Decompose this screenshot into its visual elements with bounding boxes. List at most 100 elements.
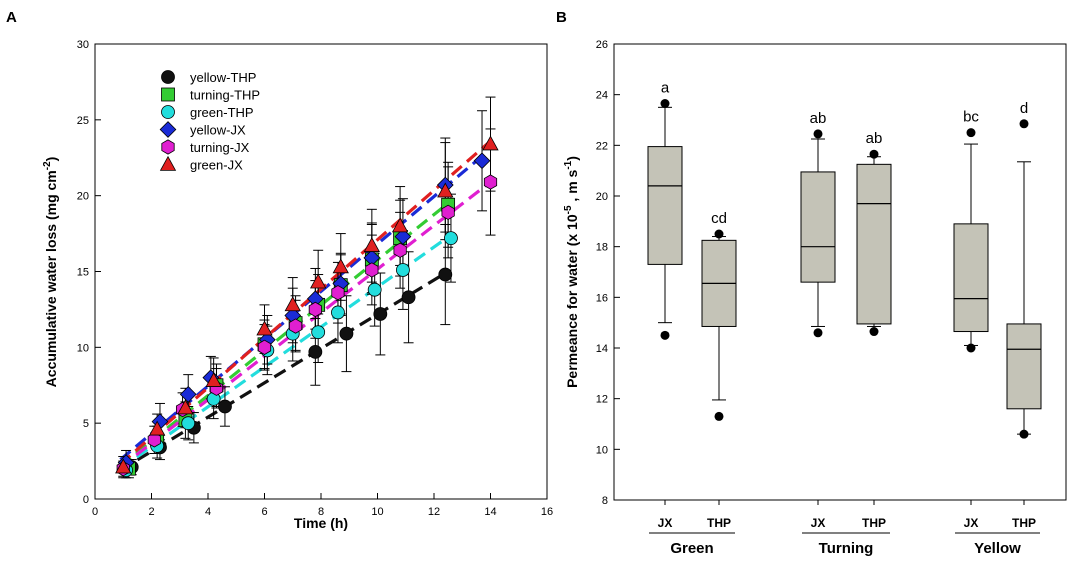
y-tick-label: 26 xyxy=(596,39,608,51)
point-yellow-THP xyxy=(218,399,232,414)
point-turning-JX xyxy=(288,318,303,334)
panel-a-ticks: 0 2 4 6 8 10 12 14 16 0 5 10 15 20 25 30 xyxy=(77,39,553,518)
legend-label-yellow-THP: yellow-THP xyxy=(190,70,256,85)
y-tick-label: 8 xyxy=(602,495,608,507)
point-turning-JX xyxy=(308,301,322,318)
box-Green-JX xyxy=(647,146,683,265)
outlier-point xyxy=(660,330,670,340)
point-green-JX xyxy=(284,296,301,312)
box-Turning-JX xyxy=(800,171,836,283)
outlier-point xyxy=(660,99,670,109)
panel-a-x-axis-label: Time (h) xyxy=(294,515,348,531)
point-green-JX xyxy=(205,372,222,387)
panel-b-chart: 8 10 12 14 16 18 20 22 24 26 a cd ab ab bc d JX THP JX TH… xyxy=(563,39,1067,557)
fit-line-turning-JX xyxy=(119,180,492,469)
legend-marker-turning-JX xyxy=(161,139,175,155)
category-label: JX xyxy=(658,516,673,530)
panel-b-category-labels: JX THP JX THP JX THP Green Turning Yellow xyxy=(649,500,1040,557)
significance-letter: d xyxy=(1020,100,1028,117)
significance-letter: ab xyxy=(810,110,827,127)
y-tick-label: 18 xyxy=(596,242,608,254)
panel-a-points xyxy=(115,96,499,479)
y-tick-label: 25 xyxy=(77,115,89,127)
point-yellow-THP xyxy=(438,267,453,282)
fit-line-green-THP xyxy=(119,233,452,470)
outlier-point xyxy=(813,328,823,338)
x-tick-label: 10 xyxy=(371,506,383,518)
legend-marker-yellow-THP xyxy=(161,70,175,84)
panel-b-frame xyxy=(613,43,1067,501)
significance-letter: a xyxy=(661,80,670,97)
outlier-point xyxy=(869,327,879,337)
outlier-point xyxy=(869,149,879,159)
x-tick-label: 0 xyxy=(92,506,98,518)
point-turning-JX xyxy=(331,285,345,301)
y-tick-label: 5 xyxy=(83,418,89,430)
y-tick-label: 10 xyxy=(596,444,608,456)
significance-letter: ab xyxy=(866,130,883,147)
panel-a-chart: 0 2 4 6 8 10 12 14 16 0 5 10 15 20 25 30 yellow-THP turn… xyxy=(42,39,553,531)
point-green-THP xyxy=(331,305,345,320)
x-tick-label: 16 xyxy=(541,506,553,518)
legend-marker-green-JX xyxy=(159,155,177,171)
legend-label-green-THP: green-THP xyxy=(190,105,254,120)
point-yellow-THP xyxy=(308,344,323,359)
y-tick-label: 30 xyxy=(77,39,89,51)
point-green-JX xyxy=(391,217,409,233)
point-green-JX xyxy=(115,458,132,474)
fit-line-yellow-JX xyxy=(119,155,484,461)
x-tick-label: 2 xyxy=(148,506,154,518)
legend-marker-green-THP xyxy=(161,105,175,119)
point-turning-JX xyxy=(257,339,272,355)
y-tick-label: 20 xyxy=(596,191,608,203)
fit-line-green-JX xyxy=(119,139,492,466)
point-yellow-THP xyxy=(339,326,354,341)
significance-letter: bc xyxy=(963,109,979,126)
panel-b-letter: B xyxy=(556,9,567,26)
point-turning-JX xyxy=(147,432,161,448)
point-green-THP xyxy=(444,231,458,246)
point-green-JX xyxy=(482,135,499,151)
point-turning-JX xyxy=(365,262,379,278)
y-tick-label: 0 xyxy=(83,494,89,506)
y-tick-label: 12 xyxy=(596,394,608,406)
point-green-THP xyxy=(367,282,382,297)
category-label: THP xyxy=(1012,516,1036,530)
group-label-Turning: Turning xyxy=(819,540,874,557)
panel-a-legend: yellow-THP turning-THP green-THP yellow-JX t… xyxy=(159,70,260,173)
outlier-point xyxy=(966,343,976,353)
point-green-JX xyxy=(363,237,381,252)
point-yellow-THP xyxy=(373,307,388,321)
y-tick-label: 15 xyxy=(77,267,89,279)
point-yellow-JX xyxy=(179,385,197,403)
box-Yellow-JX xyxy=(953,223,989,333)
outlier-point xyxy=(714,411,724,421)
point-green-THP xyxy=(311,325,326,340)
y-tick-label: 24 xyxy=(596,90,608,102)
significance-letter: cd xyxy=(711,210,727,227)
point-green-JX xyxy=(148,420,166,436)
fit-line-yellow-THP xyxy=(119,270,449,472)
legend-label-green-JX: green-JX xyxy=(190,158,243,173)
point-turning-JX xyxy=(441,204,455,220)
group-label-Green: Green xyxy=(670,540,713,557)
point-green-JX xyxy=(177,399,194,415)
x-tick-label: 8 xyxy=(318,506,324,518)
point-yellow-JX xyxy=(473,152,491,170)
panel-b-boxes: a cd ab ab bc d xyxy=(647,80,1042,439)
outlier-point xyxy=(1019,119,1029,129)
x-tick-label: 4 xyxy=(205,506,211,518)
point-green-JX xyxy=(256,320,273,336)
legend-label-turning-THP: turning-THP xyxy=(190,88,260,103)
category-label: JX xyxy=(964,516,979,530)
point-turning-JX xyxy=(483,174,498,190)
point-green-THP xyxy=(181,416,196,431)
panel-a-letter: A xyxy=(6,9,17,26)
box-Yellow-THP xyxy=(1006,323,1042,410)
category-label: THP xyxy=(707,516,731,530)
category-label: THP xyxy=(862,516,886,530)
outlier-point xyxy=(714,229,724,239)
point-green-JX xyxy=(332,258,349,274)
point-turning-JX xyxy=(393,242,407,258)
